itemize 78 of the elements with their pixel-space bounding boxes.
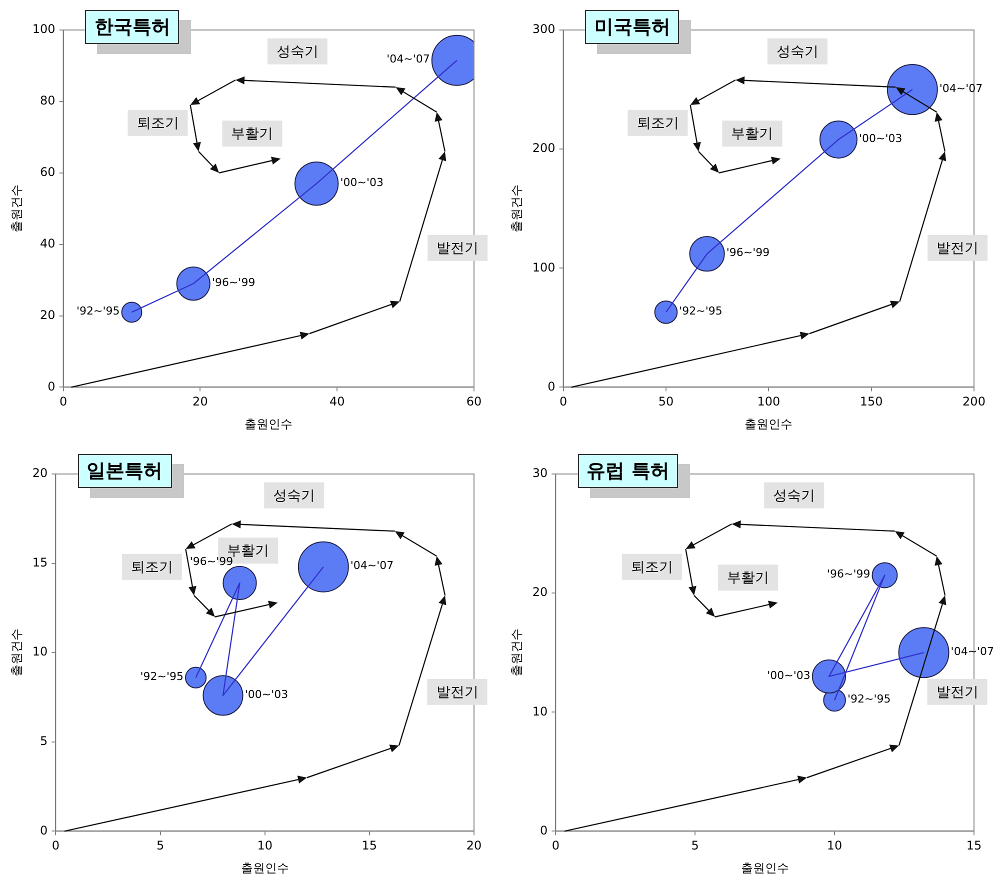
y-tick-label: 100 (32, 22, 56, 36)
annotation: '04~'07 (386, 52, 430, 66)
y-axis-title: 출원건수 (509, 184, 524, 233)
annotation: 퇴조기 (630, 559, 673, 576)
y-tick-label: 0 (540, 822, 548, 837)
x-tick-label: 5 (156, 838, 164, 852)
annotation: '92~'95 (76, 304, 120, 318)
annotation: '00~'03 (767, 668, 810, 682)
x-tick-label: 20 (192, 394, 208, 409)
x-tick-label: 100 (757, 394, 780, 409)
y-tick-label: 60 (40, 165, 56, 180)
annotation: 성숙기 (773, 488, 816, 504)
x-axis-title: 출원인수 (244, 416, 293, 431)
annotation: '00~'03 (340, 176, 384, 189)
y-tick-label: 300 (532, 22, 556, 36)
annotation: '92~'95 (140, 669, 184, 682)
y-tick-label: 10 (532, 704, 548, 718)
x-tick-label: 0 (559, 394, 568, 409)
annotation: 퇴조기 (130, 559, 173, 576)
x-axis-title: 출원인수 (740, 860, 789, 874)
annotation: 성숙기 (276, 44, 318, 60)
chart-title: 한국특허 (85, 10, 180, 44)
annotation: '04~'07 (939, 82, 983, 95)
y-tick-label: 20 (532, 584, 548, 599)
annotation: 발전기 (936, 684, 978, 700)
annotation: 성숙기 (776, 44, 818, 60)
y-tick-label: 30 (532, 466, 548, 480)
annotation: '04~'07 (350, 558, 394, 572)
annotation: '00~'03 (244, 687, 288, 700)
y-tick-label: 5 (40, 734, 48, 748)
y-tick-label: 20 (32, 466, 48, 480)
x-tick-label: 40 (329, 394, 345, 409)
annotation: '96~'99 (826, 567, 870, 580)
annotation: '96~'99 (726, 246, 770, 260)
y-axis-title: 출원건수 (509, 628, 524, 676)
annotation: 성숙기 (273, 488, 316, 504)
x-tick-label: 0 (59, 394, 68, 409)
x-axis-title: 출원인수 (240, 860, 289, 874)
annotation: '00~'03 (859, 132, 902, 145)
annotation: '96~'99 (190, 554, 234, 568)
annotation: '96~'99 (212, 276, 256, 289)
y-tick-label: 0 (548, 379, 556, 394)
annotation: 부활기 (727, 570, 770, 586)
x-tick-label: 10 (826, 838, 842, 852)
x-tick-label: 50 (658, 394, 674, 409)
y-tick-label: 10 (32, 644, 48, 658)
x-tick-label: 150 (860, 394, 883, 409)
chart-title: 유럽 특허 (578, 454, 678, 488)
chart-title: 미국특허 (585, 10, 680, 44)
y-tick-label: 100 (532, 260, 556, 274)
y-axis-title: 출원건수 (9, 184, 24, 233)
x-tick-label: 200 (962, 394, 986, 409)
annotation: '92~'95 (679, 304, 722, 318)
y-tick-label: 0 (40, 822, 48, 837)
annotation: 퇴조기 (636, 116, 679, 132)
x-tick-label: 5 (691, 838, 699, 852)
annotation: '92~'95 (847, 692, 891, 706)
y-tick-label: 15 (32, 554, 48, 569)
x-tick-label: 15 (362, 838, 378, 852)
annotation: 퇴조기 (136, 116, 179, 132)
y-tick-label: 80 (40, 94, 56, 108)
annotation: 발전기 (436, 240, 479, 257)
annotation: '04~'07 (950, 644, 994, 658)
x-tick-label: 10 (257, 838, 272, 852)
annotation: 발전기 (436, 684, 478, 700)
annotation: 발전기 (936, 240, 979, 257)
y-axis-title: 출원건수 (9, 628, 24, 676)
x-tick-label: 20 (466, 838, 482, 852)
y-tick-label: 40 (40, 236, 56, 250)
y-tick-label: 20 (40, 308, 56, 322)
annotation: 부활기 (731, 126, 774, 142)
chart-title: 일본특허 (78, 454, 172, 488)
annotation: 부활기 (231, 126, 274, 142)
y-tick-label: 200 (532, 141, 556, 156)
x-axis-title: 출원인수 (744, 416, 793, 431)
x-tick-label: 15 (966, 838, 982, 852)
x-tick-label: 60 (466, 394, 482, 409)
y-tick-label: 0 (48, 379, 56, 394)
